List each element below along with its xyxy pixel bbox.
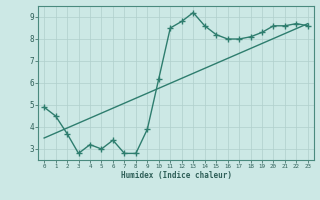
X-axis label: Humidex (Indice chaleur): Humidex (Indice chaleur) (121, 171, 231, 180)
